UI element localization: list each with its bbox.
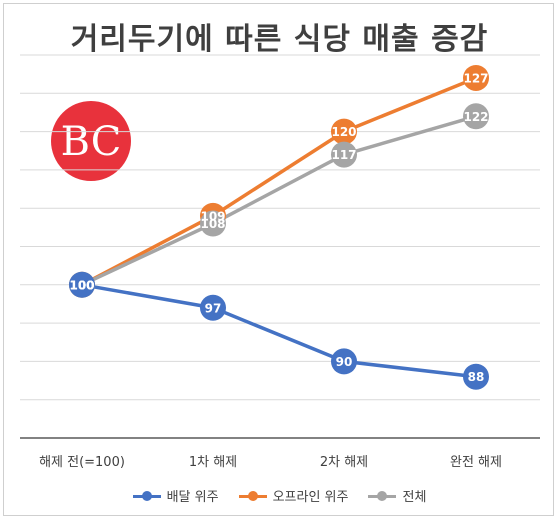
legend-swatch: [132, 490, 161, 502]
data-point: [200, 210, 226, 237]
data-label: 109: [200, 209, 225, 223]
legend-label: 전체: [402, 490, 427, 505]
data-label: 127: [463, 71, 488, 85]
data-label: 120: [331, 125, 356, 139]
series-line: [80, 114, 478, 287]
legend-label: 배달 위주: [166, 490, 219, 505]
legend-swatch: [368, 490, 397, 502]
data-label: 117: [331, 148, 356, 162]
legend: 배달 위주 오프라인 위주 전체: [0, 486, 559, 505]
x-tick-label: 1차 해제: [189, 455, 237, 470]
x-tick-label: 완전 해제: [450, 455, 502, 470]
data-point: [463, 64, 489, 91]
chart-frame: [3, 3, 554, 516]
data-label: 90: [336, 355, 353, 369]
legend-item: 오프라인 위주: [238, 486, 349, 505]
data-label: 100: [69, 278, 94, 292]
series-line: [80, 283, 478, 379]
bc-logo: BC: [51, 101, 131, 181]
data-label: 100: [69, 278, 94, 292]
data-point: [200, 294, 226, 321]
series-line: [80, 76, 478, 287]
legend-swatch: [238, 490, 267, 502]
data-label: 97: [205, 301, 222, 315]
data-label: 122: [463, 110, 488, 124]
legend-item: 전체: [368, 486, 426, 505]
data-point: [463, 103, 489, 130]
chart-title: 거리두기에 따른 식당 매출 증감: [70, 22, 489, 57]
x-tick-label: 2차 해제: [320, 455, 368, 470]
data-point: [331, 348, 357, 375]
data-point: [69, 271, 95, 298]
data-point: [331, 141, 357, 168]
legend-item: 배달 위주: [132, 486, 219, 505]
data-point: [463, 363, 489, 390]
legend-label: 오프라인 위주: [272, 490, 349, 505]
data-label: 100: [69, 278, 94, 292]
svg-text:BC: BC: [61, 119, 122, 165]
x-tick-label: 해제 전(=100): [39, 455, 125, 470]
data-label: 108: [200, 217, 225, 231]
data-label: 88: [468, 370, 485, 384]
data-point: [331, 118, 357, 145]
